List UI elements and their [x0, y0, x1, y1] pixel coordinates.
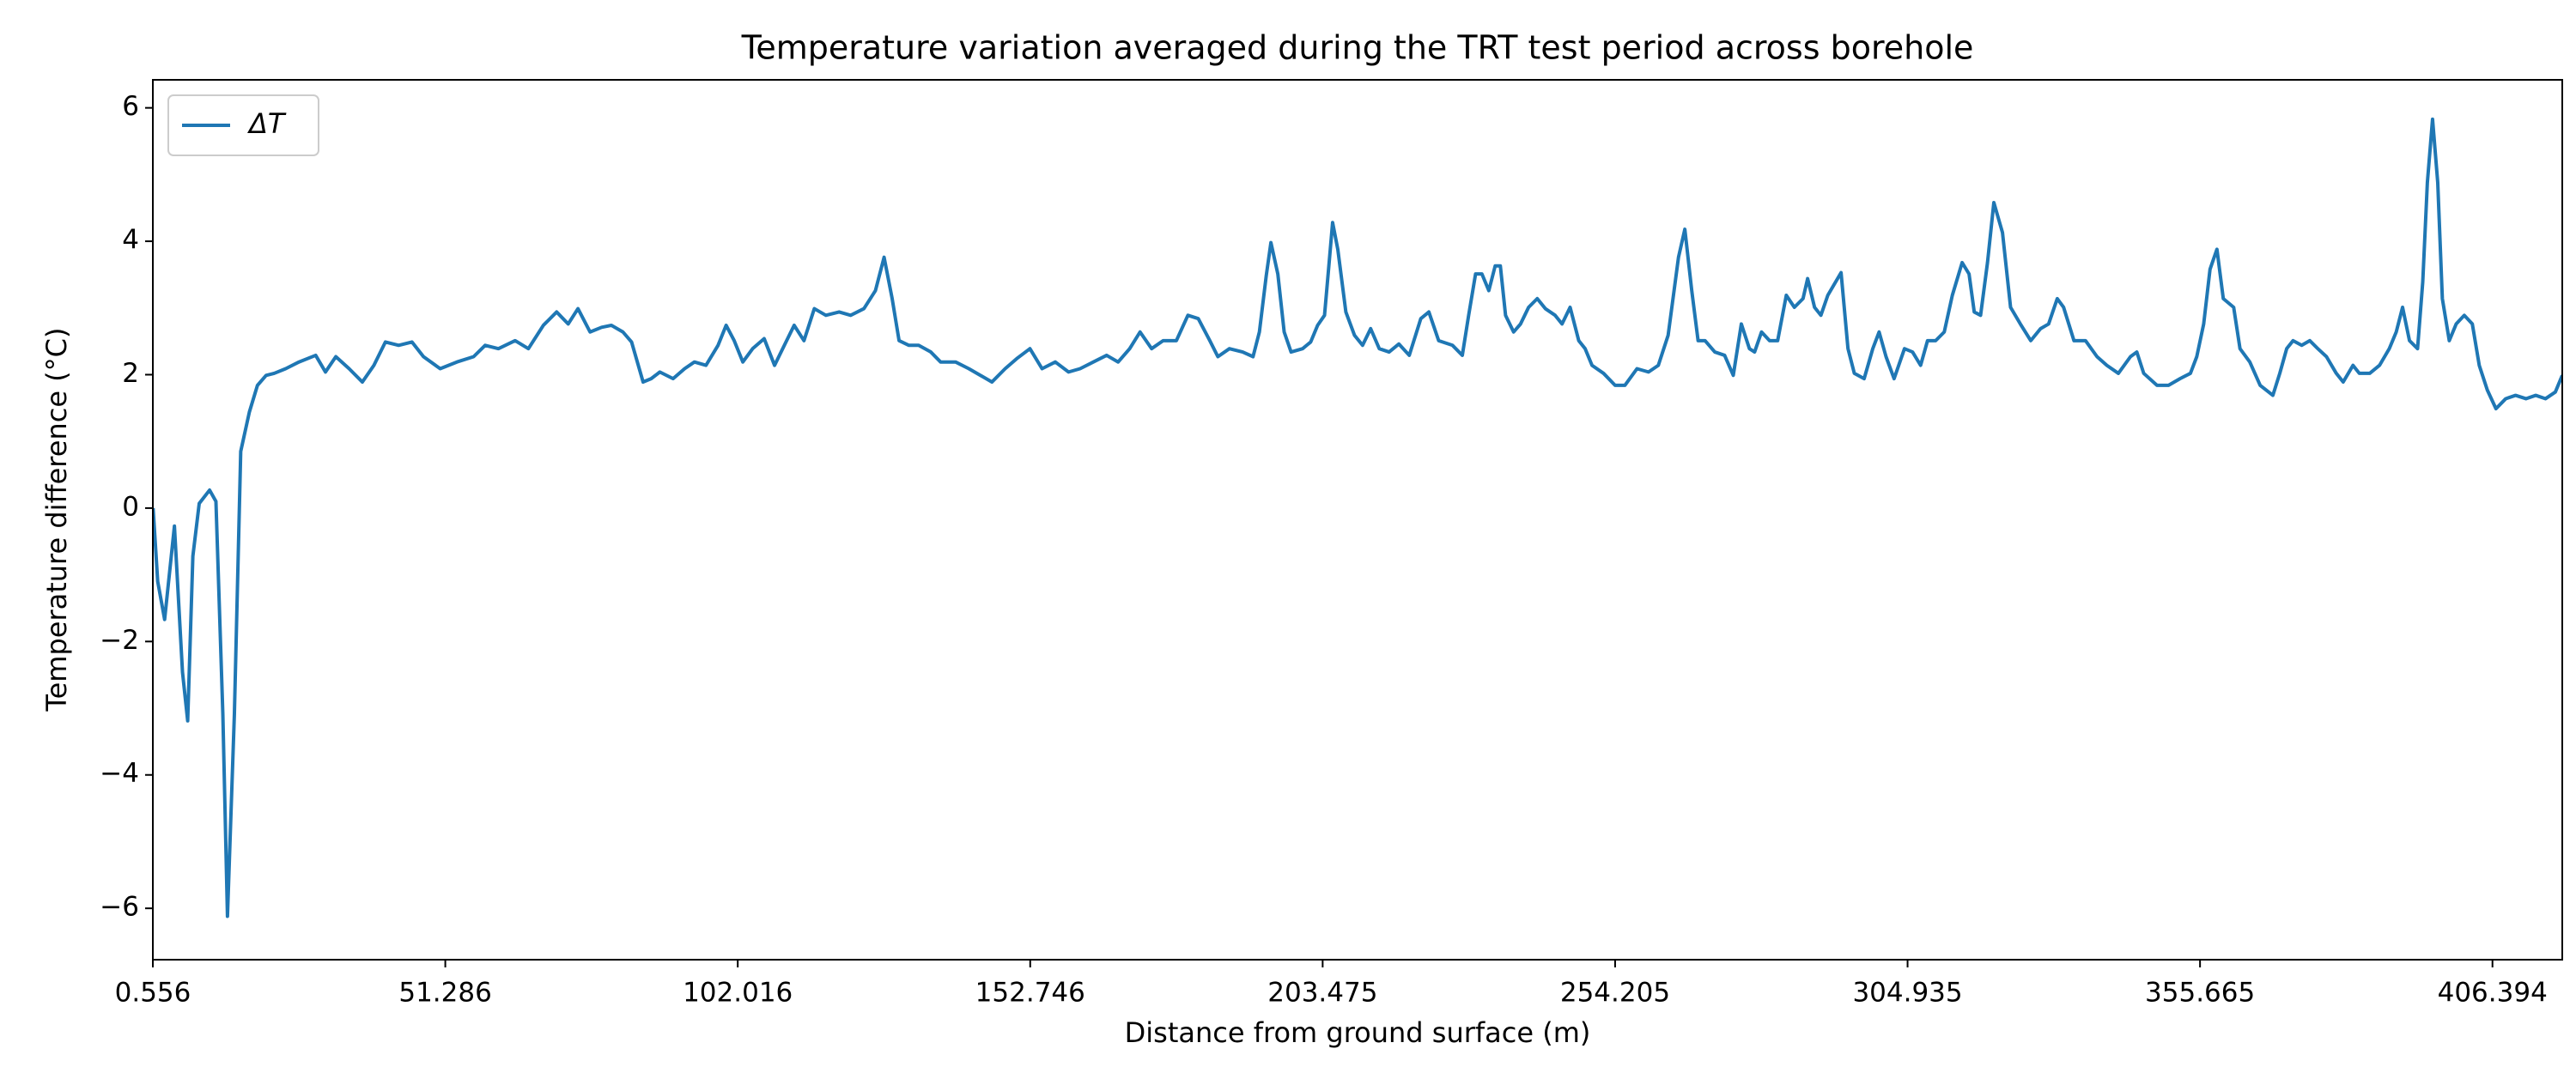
x-axis-label: Distance from ground surface (m): [1125, 1016, 1591, 1049]
y-tick-label: 2: [122, 358, 139, 389]
legend-label: ΔT: [246, 107, 287, 140]
y-axis-label: Temperature difference (°C): [40, 328, 73, 712]
axes-frame: [152, 79, 2563, 961]
x-tick-label: 0.556: [115, 978, 191, 1009]
y-tick-label: −6: [100, 892, 139, 923]
legend-box: [167, 94, 319, 156]
data-line: [153, 117, 2562, 918]
y-tick-label: 6: [122, 91, 139, 122]
y-tick-label: −4: [100, 758, 139, 789]
x-tick-label: 406.394: [2438, 978, 2548, 1009]
x-tick-label: 355.665: [2145, 978, 2255, 1009]
x-tick-label: 152.746: [975, 978, 1085, 1009]
x-tick-label: 51.286: [398, 978, 491, 1009]
y-tick-label: 0: [122, 491, 139, 522]
x-tick-label: 304.935: [1852, 978, 1962, 1009]
x-tick-label: 102.016: [683, 978, 793, 1009]
y-tick-label: −2: [100, 625, 139, 656]
y-tick-label: 4: [122, 225, 139, 256]
chart-title: Temperature variation averaged during th…: [741, 29, 1974, 67]
x-tick-label: 203.475: [1267, 978, 1377, 1009]
x-tick-label: 254.205: [1560, 978, 1670, 1009]
